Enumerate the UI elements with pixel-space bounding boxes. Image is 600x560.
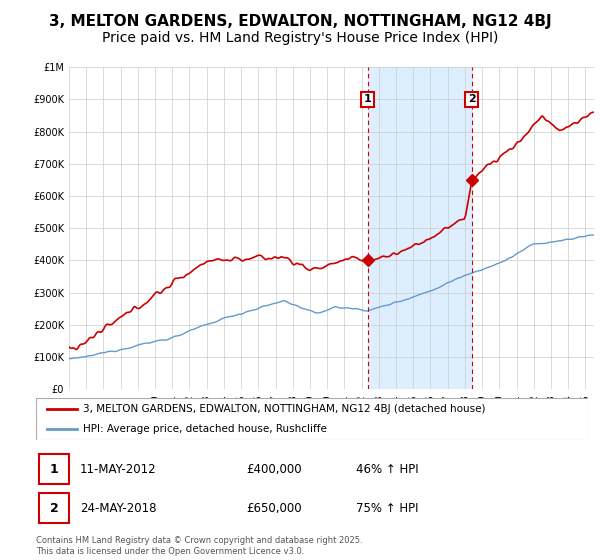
Text: Contains HM Land Registry data © Crown copyright and database right 2025.
This d: Contains HM Land Registry data © Crown c… xyxy=(36,536,362,556)
Text: £650,000: £650,000 xyxy=(246,502,301,515)
FancyBboxPatch shape xyxy=(36,398,588,440)
Text: 3, MELTON GARDENS, EDWALTON, NOTTINGHAM, NG12 4BJ: 3, MELTON GARDENS, EDWALTON, NOTTINGHAM,… xyxy=(49,14,551,29)
Text: 2: 2 xyxy=(50,502,58,515)
Text: 11-MAY-2012: 11-MAY-2012 xyxy=(80,463,157,475)
Text: 3, MELTON GARDENS, EDWALTON, NOTTINGHAM, NG12 4BJ (detached house): 3, MELTON GARDENS, EDWALTON, NOTTINGHAM,… xyxy=(83,404,485,414)
Text: Price paid vs. HM Land Registry's House Price Index (HPI): Price paid vs. HM Land Registry's House … xyxy=(102,31,498,45)
Text: 2: 2 xyxy=(468,95,475,104)
Text: HPI: Average price, detached house, Rushcliffe: HPI: Average price, detached house, Rush… xyxy=(83,424,327,434)
Text: 75% ↑ HPI: 75% ↑ HPI xyxy=(356,502,419,515)
Text: 1: 1 xyxy=(364,95,371,104)
Text: 24-MAY-2018: 24-MAY-2018 xyxy=(80,502,157,515)
Bar xyxy=(39,493,69,522)
Text: 46% ↑ HPI: 46% ↑ HPI xyxy=(356,463,419,475)
Bar xyxy=(39,455,69,484)
Bar xyxy=(368,67,472,389)
Text: £400,000: £400,000 xyxy=(246,463,301,475)
Text: 1: 1 xyxy=(50,463,58,475)
